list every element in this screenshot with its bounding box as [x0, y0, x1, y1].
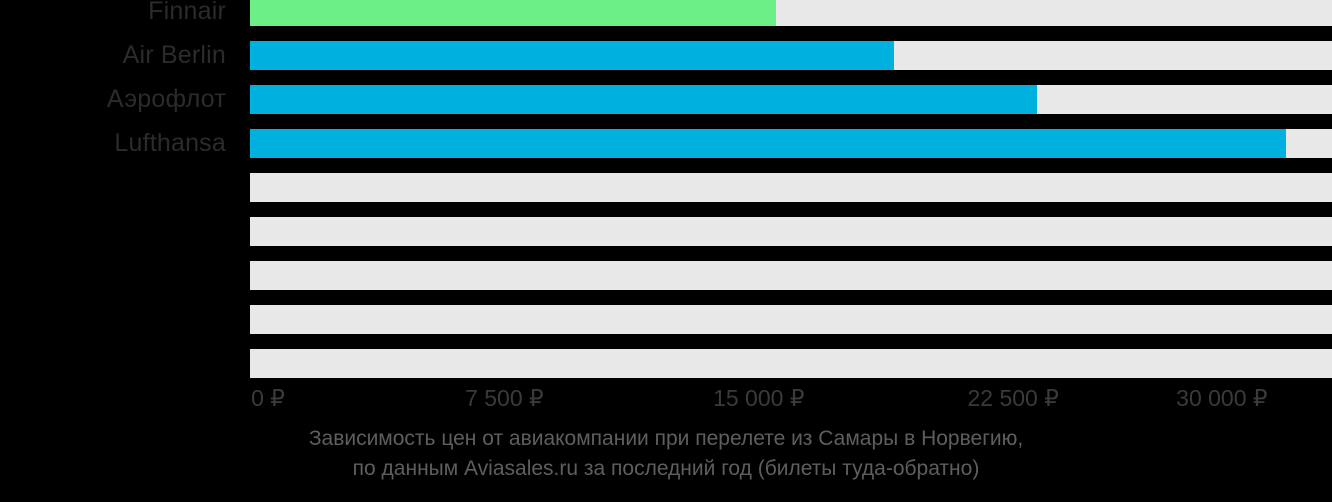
bar-track — [250, 41, 1332, 70]
x-axis: 0 ₽ 7 500 ₽ 15 000 ₽ 22 500 ₽ 30 000 ₽ — [0, 379, 1332, 417]
x-axis-tick-label: 7 500 ₽ — [465, 385, 544, 411]
bar-row[interactable] — [0, 217, 1332, 246]
bar-row-label: Lufthansa — [114, 129, 226, 157]
bar-fill[interactable] — [250, 85, 1037, 114]
bar-row[interactable]: Finnair — [0, 0, 1332, 26]
x-axis-tick-label: 22 500 ₽ — [967, 385, 1059, 411]
bar-row-label: Finnair — [148, 0, 226, 25]
bar-row[interactable] — [0, 349, 1332, 378]
bar-track — [250, 305, 1332, 334]
chart-caption: Зависимость цен от авиакомпании при пере… — [0, 424, 1332, 484]
bar-row[interactable] — [0, 305, 1332, 334]
bar-fill[interactable] — [250, 41, 895, 70]
bar-row[interactable]: Аэрофлот — [0, 85, 1332, 114]
bar-row[interactable]: Air Berlin — [0, 41, 1332, 70]
bar-track — [250, 0, 1332, 26]
plot-area: Finnair Air Berlin Аэрофлот Lufthansa — [0, 0, 1332, 378]
bar-row[interactable]: Lufthansa — [0, 129, 1332, 158]
x-axis-tick-label: 15 000 ₽ — [713, 385, 805, 411]
bar-track — [250, 349, 1332, 378]
bar-track — [250, 217, 1332, 246]
caption-line-1: Зависимость цен от авиакомпании при пере… — [308, 427, 1024, 450]
bar-track — [250, 173, 1332, 202]
bar-fill[interactable] — [250, 0, 776, 26]
bar-track — [250, 85, 1332, 114]
bar-row-label: Air Berlin — [122, 41, 226, 69]
bar-row[interactable] — [0, 173, 1332, 202]
x-axis-tick-label: 30 000 ₽ — [1176, 385, 1268, 411]
bar-track — [250, 261, 1332, 290]
bar-track — [250, 129, 1332, 158]
x-axis-tick-label: 0 ₽ — [251, 385, 285, 411]
caption-line-2: по данным Aviasales.ru за последний год … — [352, 457, 980, 480]
bar-row-label: Аэрофлот — [106, 85, 226, 113]
bar-fill[interactable] — [250, 129, 1287, 158]
bar-row[interactable] — [0, 261, 1332, 290]
